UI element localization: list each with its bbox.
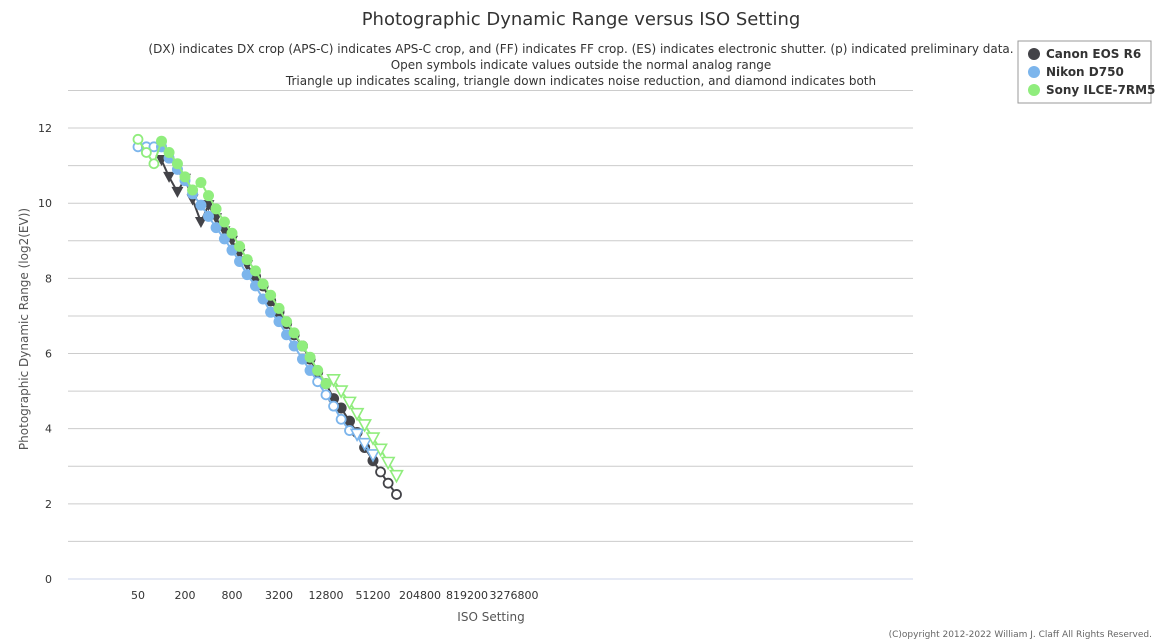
data-point[interactable] bbox=[304, 351, 316, 363]
legend-box bbox=[1017, 40, 1152, 104]
data-point[interactable] bbox=[380, 456, 396, 471]
data-point[interactable] bbox=[357, 419, 372, 433]
data-point[interactable] bbox=[265, 289, 277, 301]
copyright-text: (C)opyright 2012-2022 William J. Claff A… bbox=[889, 630, 1152, 640]
x-tick-label: 819200 bbox=[446, 589, 488, 602]
y-tick-label: 10 bbox=[38, 197, 52, 210]
data-point[interactable] bbox=[148, 158, 160, 170]
chart-subtitle-line-2: Open symbols indicate values outside the… bbox=[391, 58, 772, 72]
data-point[interactable] bbox=[335, 413, 347, 425]
chart-title: Photographic Dynamic Range versus ISO Se… bbox=[362, 9, 801, 30]
data-point[interactable] bbox=[163, 171, 176, 183]
data-point[interactable] bbox=[187, 184, 199, 196]
x-tick-label: 800 bbox=[222, 589, 243, 602]
data-point[interactable] bbox=[365, 449, 381, 463]
data-point[interactable] bbox=[389, 469, 404, 484]
data-point[interactable] bbox=[171, 186, 184, 198]
data-point[interactable] bbox=[195, 177, 207, 189]
legend-item-canon[interactable]: Canon EOS R6 bbox=[1028, 47, 1141, 61]
chart-subtitle-line-1: (DX) indicates DX crop (APS-C) indicates… bbox=[148, 42, 1013, 56]
data-point[interactable] bbox=[365, 432, 381, 446]
data-point[interactable] bbox=[349, 407, 365, 422]
grid bbox=[68, 89, 913, 580]
legend-label-sony: Sony ILCE-7RM5 bbox=[1046, 83, 1155, 97]
data-point[interactable] bbox=[273, 316, 285, 328]
x-tick-label: 3200 bbox=[265, 589, 293, 602]
data-point[interactable] bbox=[349, 428, 365, 442]
data-point[interactable] bbox=[226, 227, 238, 239]
data-point[interactable] bbox=[265, 306, 277, 318]
data-point[interactable] bbox=[320, 378, 332, 390]
data-point[interactable] bbox=[203, 190, 214, 202]
x-axis-title: ISO Setting bbox=[457, 610, 524, 624]
data-point[interactable] bbox=[210, 203, 222, 215]
legend-item-sony[interactable]: Sony ILCE-7RM5 bbox=[1028, 83, 1155, 97]
data-point[interactable] bbox=[257, 278, 269, 290]
legend-marker-nikon bbox=[1028, 66, 1040, 78]
y-tick-label: 0 bbox=[45, 573, 52, 586]
data-point[interactable] bbox=[382, 477, 394, 489]
data-point[interactable] bbox=[320, 389, 332, 401]
data-point[interactable] bbox=[241, 269, 253, 281]
data-point[interactable] bbox=[156, 135, 167, 147]
data-point[interactable] bbox=[357, 437, 372, 452]
legend-label-nikon: Nikon D750 bbox=[1046, 65, 1124, 79]
data-point[interactable] bbox=[312, 364, 324, 376]
data-point[interactable] bbox=[326, 374, 341, 388]
data-point[interactable] bbox=[304, 364, 316, 376]
legend-label-canon: Canon EOS R6 bbox=[1046, 47, 1141, 61]
data-point[interactable] bbox=[218, 216, 230, 228]
data-point[interactable] bbox=[288, 340, 300, 352]
y-axis-title: Photographic Dynamic Range (log2(EV)) bbox=[17, 208, 31, 450]
data-point[interactable] bbox=[241, 254, 253, 266]
legend-item-nikon[interactable]: Nikon D750 bbox=[1028, 65, 1124, 79]
data-point[interactable] bbox=[132, 133, 144, 145]
x-tick-label: 50 bbox=[131, 589, 145, 602]
data-point[interactable] bbox=[273, 302, 285, 314]
x-tick-label: 12800 bbox=[309, 589, 344, 602]
x-tick-label: 51200 bbox=[356, 589, 391, 602]
data-point[interactable] bbox=[342, 396, 357, 411]
data-point[interactable] bbox=[288, 327, 300, 339]
series-3 bbox=[132, 133, 404, 484]
data-point[interactable] bbox=[375, 466, 386, 478]
data-point[interactable] bbox=[140, 147, 152, 158]
data-point[interactable] bbox=[234, 240, 246, 252]
y-axis-ticks: 0 2 4 6 8 10 12 bbox=[38, 122, 52, 586]
data-point[interactable] bbox=[179, 171, 191, 183]
y-tick-label: 4 bbox=[45, 423, 52, 436]
chart-subtitle-line-3: Triangle up indicates scaling, triangle … bbox=[285, 74, 876, 88]
data-point[interactable] bbox=[218, 226, 231, 238]
x-tick-label: 3276800 bbox=[490, 589, 539, 602]
x-tick-label: 204800 bbox=[399, 589, 441, 602]
legend: Canon EOS R6 Nikon D750 Sony ILCE-7RM5 bbox=[1017, 40, 1155, 104]
x-axis-ticks: 50 200 800 3200 12800 51200 204800 819200 327680… bbox=[131, 589, 539, 602]
data-point[interactable] bbox=[218, 233, 230, 245]
y-tick-label: 2 bbox=[45, 498, 52, 511]
data-point[interactable] bbox=[203, 210, 214, 222]
y-tick-label: 8 bbox=[45, 272, 52, 285]
data-point[interactable] bbox=[391, 489, 402, 500]
data-point[interactable] bbox=[194, 216, 207, 228]
data-point[interactable] bbox=[333, 385, 349, 399]
y-tick-label: 12 bbox=[38, 122, 52, 135]
series-2 bbox=[132, 141, 381, 463]
data-point[interactable] bbox=[281, 316, 293, 328]
data-point[interactable] bbox=[297, 340, 308, 352]
legend-marker-canon bbox=[1028, 48, 1040, 60]
series-layer bbox=[132, 133, 404, 500]
data-point[interactable] bbox=[250, 265, 261, 277]
data-point[interactable] bbox=[171, 158, 183, 170]
legend-marker-sony bbox=[1028, 84, 1040, 96]
data-point[interactable] bbox=[210, 222, 222, 234]
x-tick-label: 200 bbox=[175, 589, 196, 602]
y-tick-label: 6 bbox=[45, 348, 52, 361]
data-point[interactable] bbox=[344, 415, 355, 427]
data-point[interactable] bbox=[195, 199, 207, 211]
data-point[interactable] bbox=[328, 400, 339, 412]
data-point[interactable] bbox=[373, 443, 388, 458]
data-point[interactable] bbox=[163, 146, 175, 158]
